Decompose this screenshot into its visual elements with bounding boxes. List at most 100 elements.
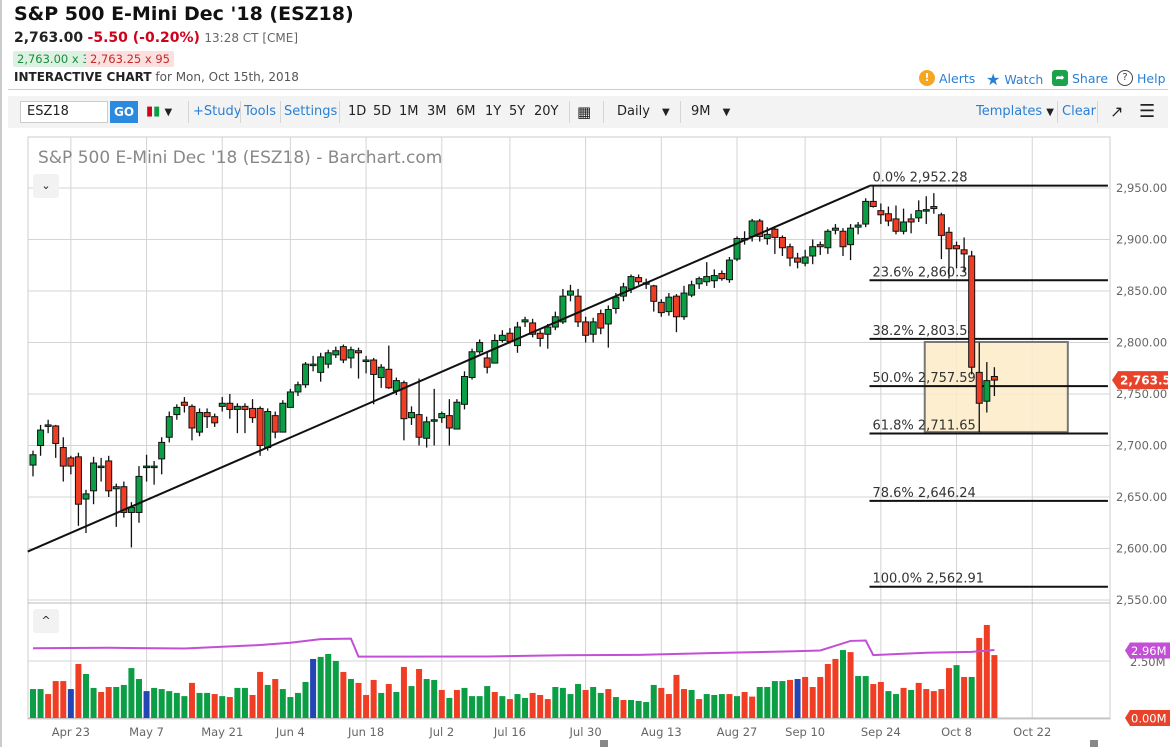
page-border (0, 0, 2, 747)
period-5y[interactable]: 5Y (509, 104, 526, 119)
volume-bar (52, 681, 59, 718)
calendar-icon[interactable]: ▦ (577, 103, 592, 121)
volume-bar (643, 702, 650, 718)
period-1d[interactable]: 1D (348, 104, 367, 119)
volume-bar (817, 676, 824, 718)
tools-button[interactable]: Tools (244, 104, 277, 119)
collapse-volume-pane-button[interactable]: ^ (33, 609, 59, 633)
candle-down (241, 405, 249, 410)
period-1m[interactable]: 1M (399, 104, 419, 119)
quote-line: 2,763.00 -5.50 (-0.20%) 13:28 CT [CME] (14, 30, 298, 46)
toolbar-separator (680, 101, 681, 123)
collapse-price-pane-button[interactable]: ⌄ (33, 174, 59, 198)
volume-bar (734, 696, 741, 718)
scroll-handle-right[interactable] (1090, 740, 1098, 747)
toolbar-separator (339, 101, 340, 123)
candle-up (680, 292, 688, 318)
candle-up (196, 412, 204, 433)
period-1y[interactable]: 1Y (485, 104, 502, 119)
volume-bar (832, 658, 839, 718)
candle-down (635, 277, 643, 283)
volume-bar (885, 691, 892, 718)
candle-down (657, 301, 665, 314)
candle-up (703, 276, 711, 283)
volume-bar (870, 684, 877, 718)
volume-bar (476, 696, 483, 718)
draw-arrow-icon[interactable]: ↗ (1110, 102, 1124, 121)
candle-up (362, 359, 370, 363)
symbol-input[interactable]: ESZ18 (20, 101, 108, 123)
volume-bar (635, 700, 642, 718)
alerts-link[interactable]: ! Alerts (919, 70, 975, 86)
candle-down (536, 332, 544, 339)
scroll-handle-left[interactable] (600, 740, 608, 747)
candle-up (900, 221, 908, 232)
clear-button[interactable]: Clear (1062, 104, 1096, 119)
trendline[interactable] (27, 185, 870, 553)
candle-down (884, 213, 892, 222)
volume-ma-tag (1125, 642, 1170, 659)
volume-bar (597, 692, 604, 718)
volume-bar (438, 689, 445, 718)
volume-bar (158, 689, 165, 718)
volume-bar (771, 681, 778, 718)
help-link[interactable]: ? Help (1117, 70, 1166, 86)
volume-bar (241, 687, 248, 718)
period-3m[interactable]: 3M (427, 104, 447, 119)
volume-bar (264, 684, 271, 718)
share-link[interactable]: ➦ Share (1052, 70, 1108, 86)
volume-bar (484, 686, 491, 718)
price-tick-label: 2,800.00 (1116, 336, 1167, 350)
volume-bar (120, 684, 127, 718)
volume-bar (877, 681, 884, 718)
volume-bar (855, 676, 862, 718)
date-tick-label: May 21 (201, 725, 243, 739)
share-label: Share (1072, 70, 1109, 86)
templates-dropdown[interactable]: Templates ▼ (976, 96, 1054, 128)
toolbar-separator (240, 101, 241, 123)
range-dropdown[interactable]: 9M ▼ (691, 96, 730, 128)
volume-bar (469, 696, 476, 718)
candle-down (67, 457, 75, 467)
fib-level-label: 61.8% 2,711.65 (872, 419, 975, 434)
interval-value: Daily (617, 104, 650, 119)
candle-up (801, 256, 809, 264)
settings-button[interactable]: Settings (284, 104, 338, 119)
study-button[interactable]: +Study (193, 104, 242, 119)
volume-bar (370, 679, 377, 718)
date-tick-label: Oct 8 (941, 725, 972, 739)
candle-up (831, 227, 839, 231)
fib-level-label: 78.6% 2,646.24 (872, 486, 975, 501)
period-6m[interactable]: 6M (456, 104, 476, 119)
fibonacci-retracement[interactable]: 0.0% 2,952.28 23.6% 2,860.39 38.2% 2,803.5… (869, 171, 1108, 588)
candle-up (589, 321, 597, 335)
candle-down (892, 218, 900, 232)
volume-bar (82, 673, 89, 718)
price-tick-label: 2,900.00 (1116, 233, 1167, 247)
period-5d[interactable]: 5D (373, 104, 392, 119)
chart-date: for Mon, Oct 15th, 2018 (155, 70, 299, 84)
watch-link[interactable]: ★ Watch (986, 70, 1043, 89)
date-tick-label: Sep 10 (785, 725, 825, 739)
volume-bar (226, 697, 233, 718)
price-tick-label: 2,700.00 (1116, 439, 1167, 453)
volume-bar (923, 689, 930, 718)
candle-up (430, 419, 438, 422)
candle-down (226, 402, 234, 410)
chart-type-dropdown[interactable]: ▮▮ ▼ (146, 96, 172, 128)
interval-dropdown[interactable]: Daily ▼ (617, 96, 670, 128)
candle-down (271, 415, 279, 433)
period-20y[interactable]: 20Y (534, 104, 559, 119)
page-title: S&P 500 E-Mini Dec '18 (ESZ18) (14, 3, 354, 25)
volume-bars (30, 624, 998, 718)
volume-bar (98, 692, 105, 718)
candle-up (544, 326, 552, 335)
chevron-down-icon: ▼ (722, 107, 731, 118)
menu-icon[interactable]: ☰ (1139, 101, 1156, 122)
candle-up (82, 493, 90, 500)
volume-bar (953, 665, 960, 718)
go-button[interactable]: GO (110, 101, 138, 123)
candle-up (695, 278, 703, 285)
candle-up (627, 276, 635, 290)
